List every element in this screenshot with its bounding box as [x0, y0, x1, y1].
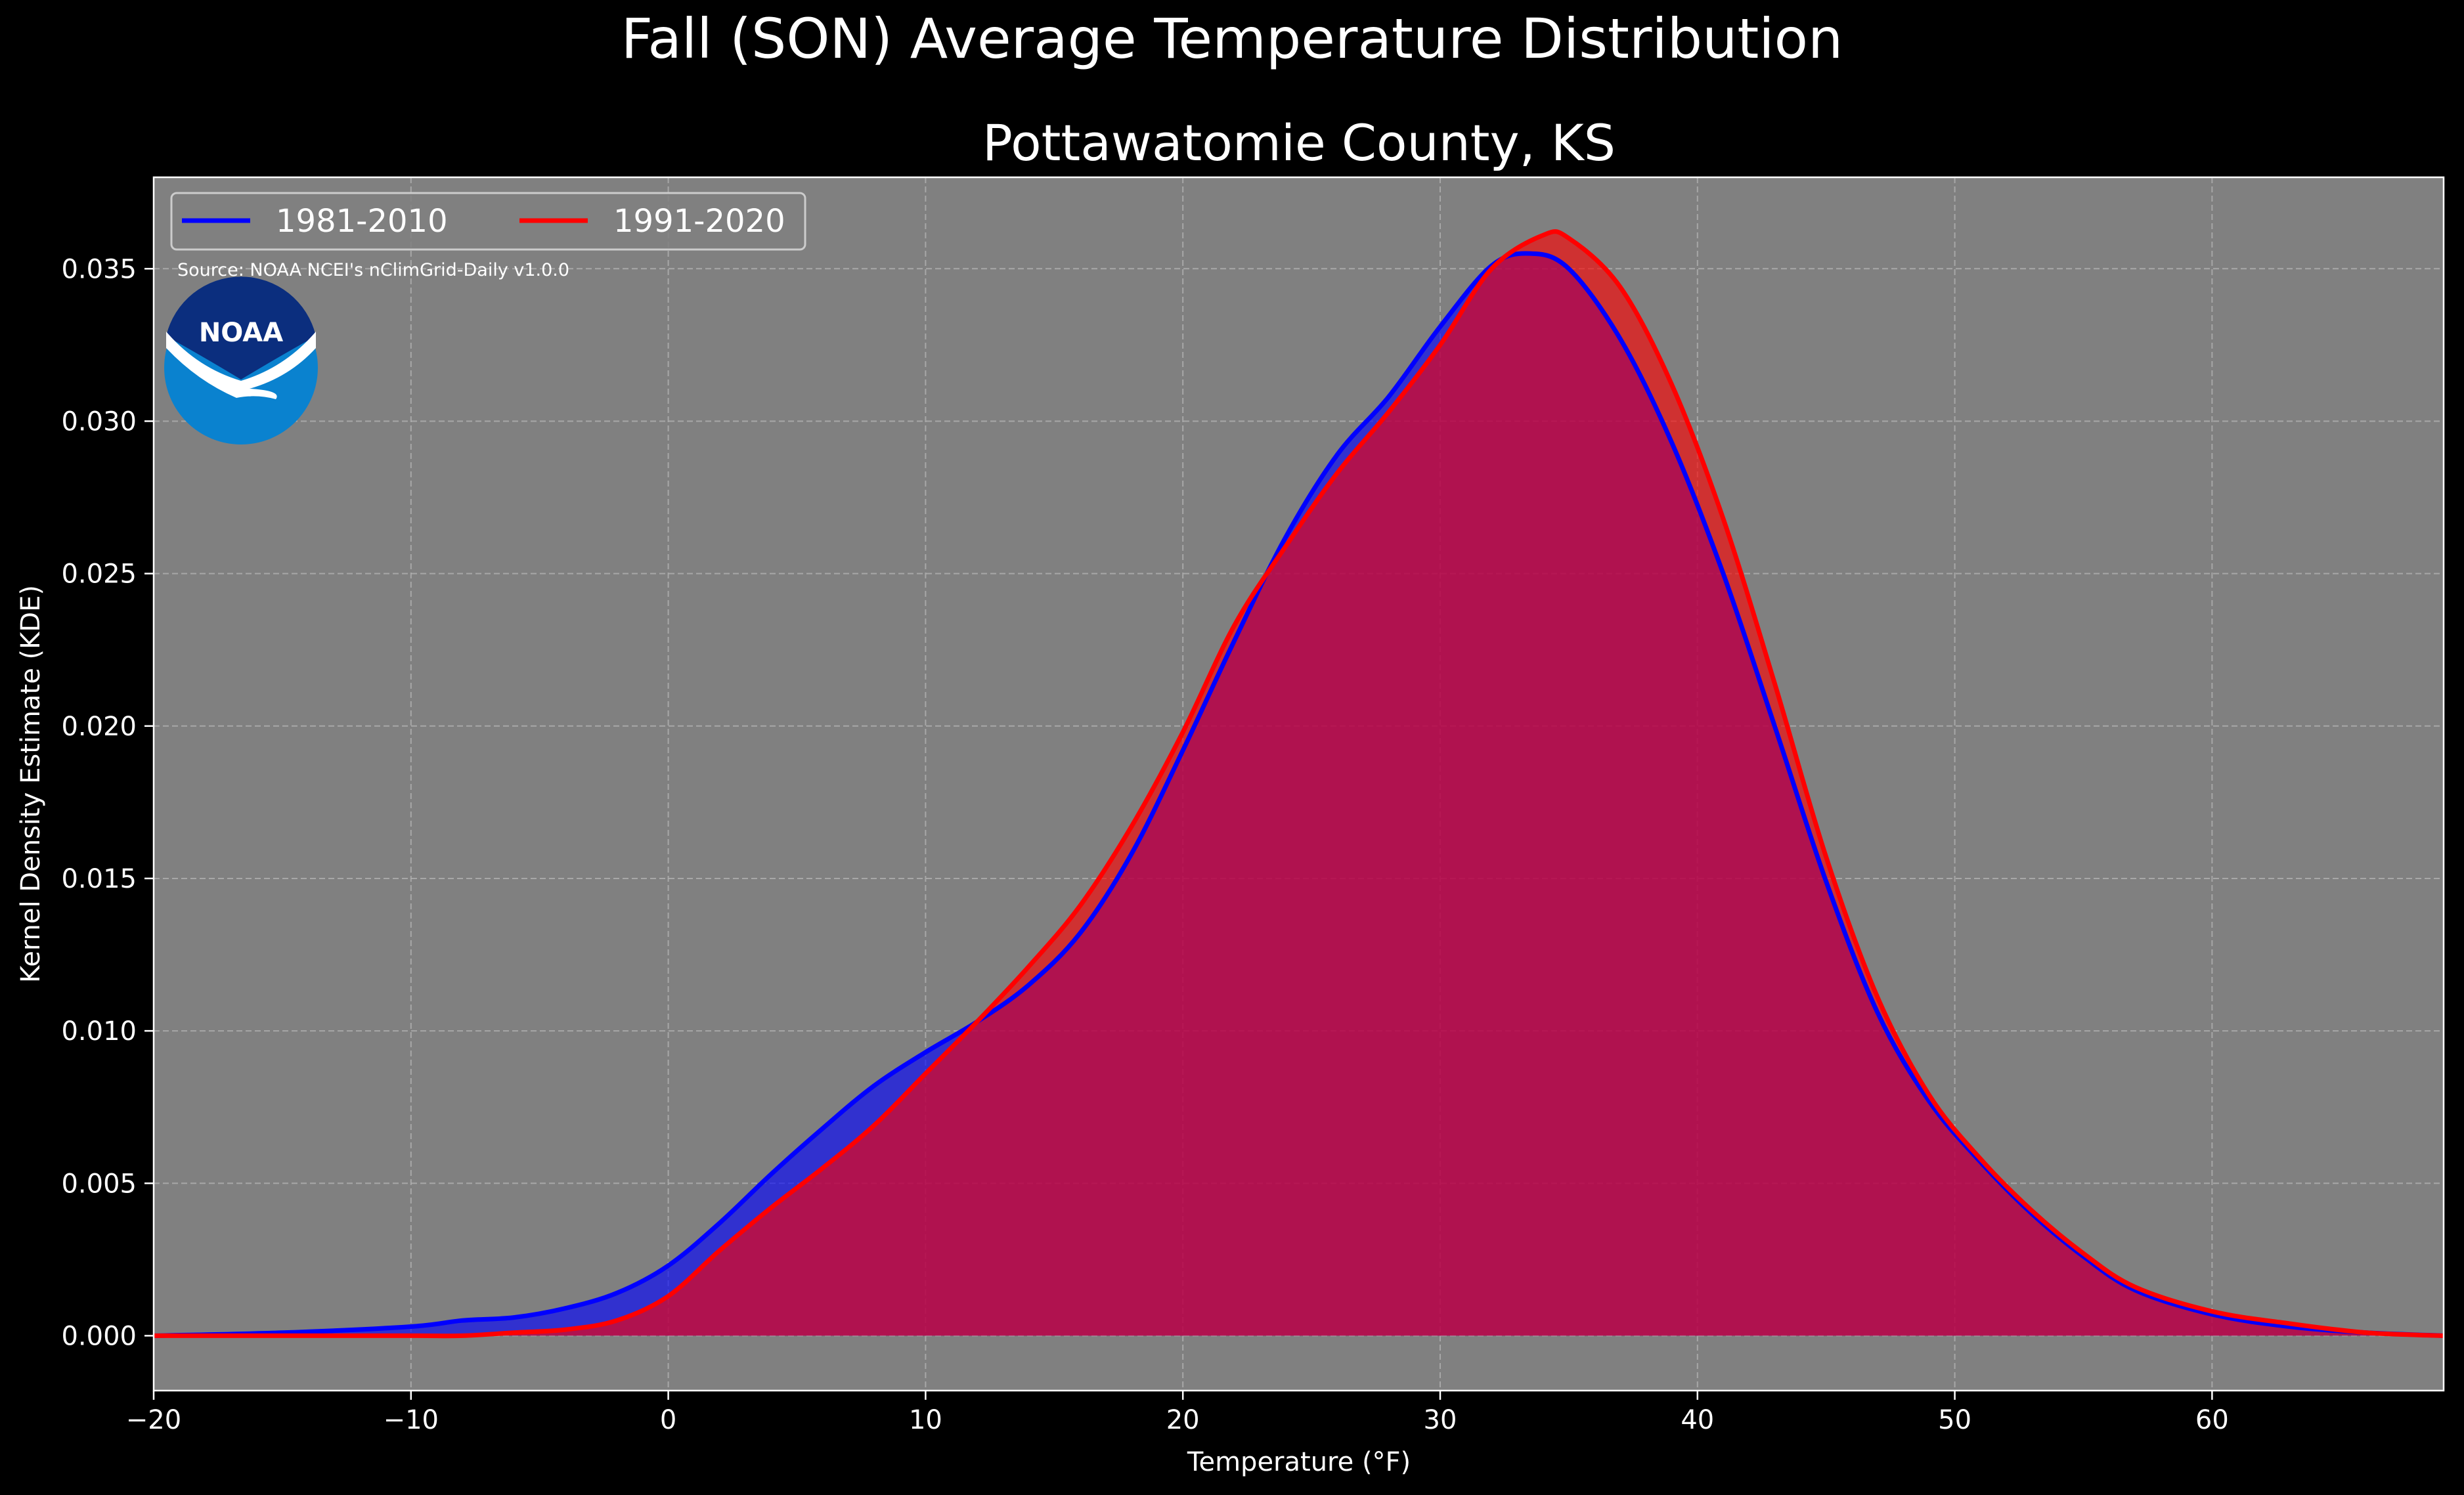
x-axis-label: Temperature (°F) — [1187, 1447, 1411, 1477]
noaa-logo: NOAA — [164, 276, 318, 444]
y-tick-label: 0.030 — [61, 406, 137, 437]
x-tick-label: −10 — [384, 1405, 439, 1435]
x-axis-ticks: −20 −10 0 10 20 30 40 50 60 — [126, 1391, 2229, 1435]
x-tick-label: 30 — [1424, 1405, 1457, 1435]
legend: 1981-2010 1991-2020 — [170, 192, 806, 251]
kde-area-1991-2020 — [154, 231, 2444, 1336]
y-tick-label: 0.000 — [61, 1321, 137, 1351]
x-tick-label: −20 — [126, 1405, 181, 1435]
x-tick-label: 20 — [1166, 1405, 1200, 1435]
y-axis-label: Kernel Density Estimate (KDE) — [16, 585, 46, 983]
legend-label-1991-2020: 1991-2020 — [613, 203, 785, 240]
plot-frame — [152, 176, 2445, 1392]
chart-subtitle: Pottawatomie County, KS — [982, 114, 1616, 172]
y-axis-ticks: 0.000 0.005 0.010 0.015 0.020 0.025 0.030 0.035 — [61, 254, 154, 1351]
noaa-logo-text: NOAA — [199, 318, 283, 348]
x-tick-label: 50 — [1938, 1405, 1971, 1435]
series-layer — [153, 229, 2444, 1339]
kde-line-1991-2020 — [154, 229, 2444, 1339]
y-tick-label: 0.035 — [61, 254, 137, 284]
x-tick-label: 60 — [2195, 1405, 2229, 1435]
x-tick-label: 40 — [1681, 1405, 1714, 1435]
y-tick-label: 0.005 — [61, 1169, 137, 1199]
legend-box — [170, 192, 806, 251]
legend-label-1981-2010: 1981-2010 — [276, 203, 448, 240]
y-tick-label: 0.010 — [61, 1016, 137, 1047]
y-tick-label: 0.020 — [61, 712, 137, 742]
y-tick-label: 0.015 — [61, 864, 137, 894]
x-tick-label: 0 — [660, 1405, 676, 1435]
y-tick-label: 0.025 — [61, 559, 137, 590]
chart-title: Fall (SON) Average Temperature Distribut… — [621, 7, 1843, 71]
x-tick-label: 10 — [909, 1405, 942, 1435]
